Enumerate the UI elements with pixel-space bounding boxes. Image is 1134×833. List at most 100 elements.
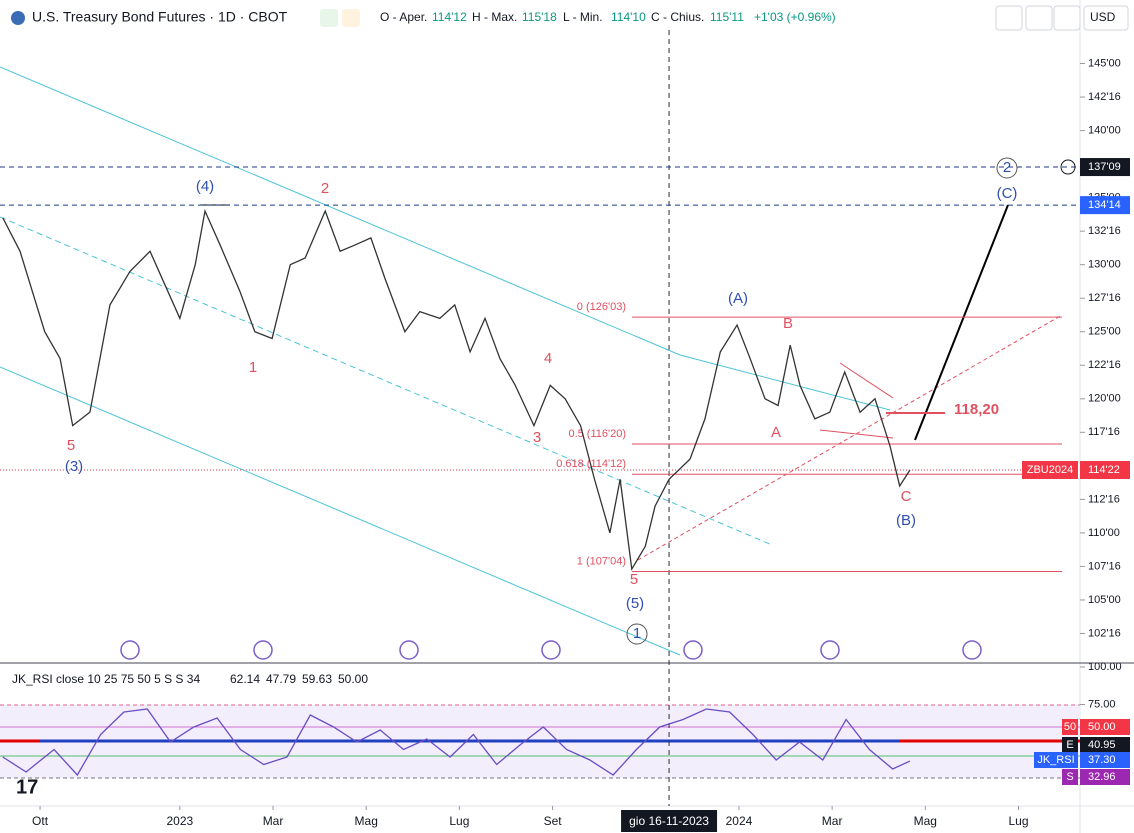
y-tick-label: 105'00 <box>1088 594 1121 606</box>
wave-label: B <box>783 315 793 332</box>
wave-circle <box>626 623 648 645</box>
rsi-box-label: 37.30 <box>1088 754 1116 766</box>
currency[interactable]: USD <box>1090 10 1116 24</box>
bar-markers <box>120 640 982 660</box>
toolbar[interactable] <box>995 5 1129 31</box>
ohlc-value: 115'18 <box>522 10 557 24</box>
wedge <box>819 429 894 439</box>
rsi-pane <box>2 708 911 777</box>
y-tick-label: 127'16 <box>1088 292 1121 304</box>
wave-label: (A) <box>728 290 748 307</box>
ohlc-label: O - Aper. <box>380 10 427 24</box>
price-pane <box>2 208 911 572</box>
rsi-box-name: E <box>1066 739 1073 751</box>
x-tick-label: 2023 <box>166 814 193 828</box>
fib-label: 0.5 (116'20) <box>568 428 626 440</box>
button[interactable] <box>995 5 1023 31</box>
rsi-reading: 47.79 <box>266 672 296 686</box>
badge <box>320 9 338 27</box>
badge <box>342 9 360 27</box>
fib-label: 0 (126'03) <box>577 301 626 313</box>
y-tick-label: 107'16 <box>1088 560 1121 572</box>
y-tick-label: 145'00 <box>1088 57 1121 69</box>
x-tick-label: Mag <box>355 814 378 828</box>
ohlc-label: H - Max. <box>472 10 517 24</box>
y-tick-label: 130'00 <box>1088 259 1121 271</box>
rsi-box <box>1080 769 1130 785</box>
rsi-box-label: 40.95 <box>1088 739 1116 751</box>
rsi-box <box>1062 737 1078 753</box>
wave-label: (B) <box>896 512 916 529</box>
wave-label: 5 <box>630 571 638 588</box>
price-box-label: 114'22 <box>1088 464 1120 476</box>
rsi-title: JK_RSI close 10 25 75 50 5 S S 34 <box>12 672 200 686</box>
rsi-box-label: 32.96 <box>1088 771 1116 783</box>
button[interactable] <box>1053 5 1081 31</box>
symbol-icon <box>11 11 25 25</box>
y-tick-label: 117'16 <box>1088 426 1120 438</box>
ohlc-change: +1'03 (+0.96%) <box>754 10 836 24</box>
x-tick-label: Lug <box>449 814 469 828</box>
y-tick-label: 120'00 <box>1088 393 1121 405</box>
rsi-reading: 62.14 <box>230 672 260 686</box>
y-tick-label: 112'16 <box>1088 493 1120 505</box>
ohlc: O - Aper. 114'12 H - Max. 115'18 L - Min… <box>380 10 836 24</box>
wave-label: (C) <box>997 185 1018 202</box>
channel-line <box>0 66 681 356</box>
wave-label: A <box>771 424 781 441</box>
rsi-box-name: S <box>1066 771 1073 783</box>
wave-label: (5) <box>626 595 644 612</box>
rsi-box <box>1062 769 1078 785</box>
price-box <box>1080 460 1130 479</box>
x-tick-label: Set <box>544 814 563 828</box>
x-tick-label: 2024 <box>726 814 753 828</box>
crosshair-label: gio 16-11-2023 <box>629 814 709 828</box>
rsi-reading: 59.63 <box>302 672 332 686</box>
currency-button[interactable] <box>1083 5 1129 31</box>
wave-label: 2 <box>321 180 329 197</box>
y-tick-label: 102'16 <box>1088 627 1121 639</box>
channel-line <box>0 366 681 656</box>
wave-label: (3) <box>65 458 83 475</box>
y-tick-label: 110'00 <box>1088 527 1120 539</box>
trend-line <box>637 314 1063 561</box>
price-box-label: 137'09 <box>1088 161 1121 173</box>
ohlc-value: 114'10 <box>611 10 646 24</box>
price-box <box>1080 196 1130 215</box>
price-box <box>1022 460 1078 479</box>
y-tick-label: 132'16 <box>1088 225 1121 237</box>
price-box <box>1080 158 1130 177</box>
x-tick-label: Mag <box>914 814 937 828</box>
projection <box>914 204 1009 441</box>
fib-label: 1 (107'04) <box>577 555 626 567</box>
wave-circle <box>996 157 1018 179</box>
rsi-box-label: 50.00 <box>1088 721 1116 733</box>
x-tick-label: Mar <box>263 814 284 828</box>
wedge <box>839 362 894 399</box>
y-tick-label: 122'16 <box>1088 359 1121 371</box>
chart-title: U.S. Treasury Bond Futures · 1D · CBOT <box>32 9 288 25</box>
wave-label: 5 <box>67 437 75 454</box>
y-tick-label: 75.00 <box>1088 698 1116 710</box>
rsi-reading: 50.00 <box>338 672 368 686</box>
ohlc-label: C - Chius. <box>651 10 704 24</box>
wave-label: 1 <box>249 359 257 376</box>
crosshair-plus <box>1060 159 1076 175</box>
wave-label: 4 <box>544 350 552 367</box>
logo: 17 <box>16 776 38 798</box>
rsi-box-name: JK_RSI <box>1037 754 1074 766</box>
ohlc-label: L - Min. <box>563 10 603 24</box>
crosshair-box <box>621 810 718 832</box>
button[interactable] <box>1025 5 1053 31</box>
x-tick-label: Ott <box>32 814 49 828</box>
rsi-box <box>1062 719 1078 735</box>
rsi-box <box>1080 737 1130 753</box>
wave-label: 1 <box>633 625 641 642</box>
drawings <box>0 66 1063 656</box>
price-box-name: ZBU2024 <box>1027 464 1073 476</box>
rsi-box <box>1034 752 1078 768</box>
channel-line <box>679 354 891 411</box>
wave-label: 2 <box>1003 159 1011 176</box>
